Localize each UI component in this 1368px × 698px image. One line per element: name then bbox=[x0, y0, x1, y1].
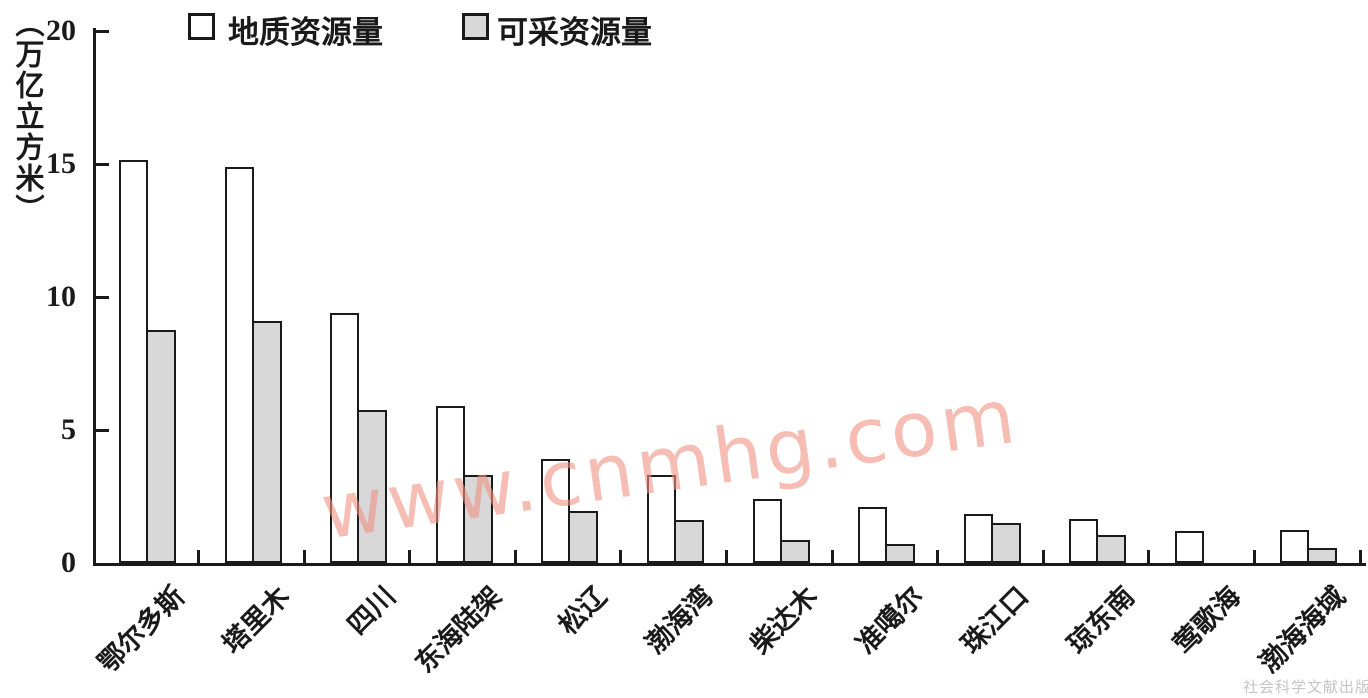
x-tick bbox=[830, 550, 834, 563]
y-tick bbox=[96, 429, 109, 432]
bar-geological bbox=[330, 313, 360, 563]
bar-geological bbox=[1280, 530, 1310, 563]
bar-geological bbox=[646, 475, 676, 563]
x-tick bbox=[1041, 550, 1045, 563]
x-axis-label: 珠江口 bbox=[956, 580, 1035, 660]
x-axis-label: 莺歌海 bbox=[1167, 580, 1246, 660]
x-axis-label: 塔里木 bbox=[217, 580, 296, 660]
legend-label-geological: 地质资源量 bbox=[228, 15, 383, 50]
bar-recoverable bbox=[673, 520, 704, 563]
y-tick-label: 15 bbox=[46, 147, 76, 180]
bar-recoverable bbox=[1307, 548, 1338, 563]
bar-recoverable bbox=[251, 321, 282, 563]
x-tick bbox=[619, 550, 623, 563]
bar-recoverable bbox=[885, 544, 916, 563]
x-axis-line bbox=[93, 563, 1366, 566]
x-axis-label: 四川 bbox=[341, 580, 402, 641]
x-axis-label: 渤海湾 bbox=[639, 580, 718, 660]
bar-recoverable bbox=[779, 540, 810, 563]
bar-geological bbox=[752, 499, 782, 563]
bar-geological bbox=[858, 507, 888, 563]
x-axis-label: 鄂尔多斯 bbox=[92, 580, 190, 679]
x-axis-label: 柴达木 bbox=[744, 580, 824, 660]
bar-geological bbox=[224, 167, 254, 563]
bar-geological bbox=[1069, 519, 1099, 563]
bar-recoverable bbox=[990, 523, 1021, 563]
x-tick bbox=[513, 550, 517, 563]
x-tick bbox=[1252, 550, 1256, 563]
y-tick-label: 10 bbox=[46, 280, 76, 313]
bar-geological bbox=[119, 160, 148, 563]
bar-geological bbox=[963, 514, 993, 563]
bar-geological bbox=[435, 406, 465, 563]
y-tick-label: 0 bbox=[61, 546, 76, 579]
x-tick bbox=[1147, 550, 1151, 563]
bar-recoverable bbox=[568, 511, 599, 563]
x-tick bbox=[725, 550, 728, 563]
y-tick bbox=[96, 296, 109, 299]
bar-recoverable bbox=[462, 475, 493, 563]
y-tick-label: 5 bbox=[61, 413, 76, 446]
x-tick bbox=[408, 550, 412, 563]
publisher-watermark: 社会科学文献出版社 bbox=[1243, 680, 1368, 696]
x-tick bbox=[197, 550, 201, 563]
y-axis-unit-label: （万亿立方米） bbox=[11, 8, 43, 225]
y-tick bbox=[96, 30, 109, 33]
bar-geological bbox=[1174, 531, 1204, 563]
legend-label-recoverable: 可采资源量 bbox=[497, 15, 652, 50]
bar-recoverable bbox=[146, 330, 176, 563]
x-axis-label: 准噶尔 bbox=[850, 580, 930, 660]
x-axis-label: 松辽 bbox=[552, 580, 613, 641]
x-tick bbox=[936, 550, 940, 563]
y-axis-line bbox=[93, 28, 96, 566]
bar-geological bbox=[541, 459, 571, 563]
x-tick bbox=[302, 550, 306, 563]
bar-recoverable bbox=[357, 410, 388, 563]
x-axis-label: 东海陆架 bbox=[409, 580, 507, 679]
x-axis-label: 琼东南 bbox=[1061, 580, 1141, 660]
x-tick bbox=[1358, 550, 1362, 563]
bar-recoverable bbox=[1096, 535, 1127, 563]
y-tick bbox=[96, 163, 109, 166]
x-axis-label: 渤海海域 bbox=[1253, 580, 1352, 679]
y-tick-label: 20 bbox=[46, 14, 76, 47]
legend-swatch-recoverable bbox=[462, 13, 489, 40]
legend-swatch-geological bbox=[188, 13, 215, 40]
